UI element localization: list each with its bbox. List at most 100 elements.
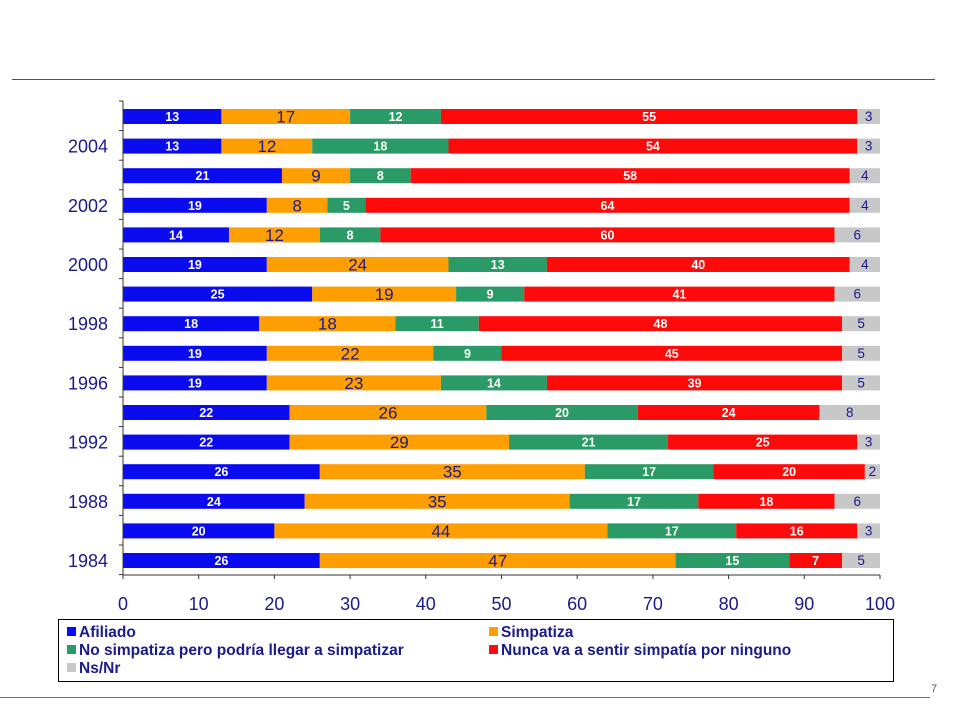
data-label-simpatiza: 24 (348, 256, 367, 275)
bar-segment-nsnr (842, 345, 880, 361)
bottom-rule (0, 697, 930, 698)
data-label-nsnr: 6 (854, 287, 862, 302)
bar-segment-simpatiza (319, 553, 676, 568)
bar-segment-simpatiza (228, 227, 320, 243)
data-label-no-simpatiza: 17 (627, 495, 641, 509)
data-label-afiliado: 24 (207, 495, 221, 509)
bar-segment-nsnr (834, 493, 880, 509)
bar-segment-afiliado (123, 464, 320, 480)
bar-segment-afiliado (123, 227, 229, 243)
bar-segment-nsnr (849, 257, 880, 272)
data-label-no-simpatiza: 14 (487, 376, 501, 390)
bar-segment-nsnr (819, 405, 880, 420)
legend-swatch-no-simpatiza (67, 645, 76, 654)
y-tick-label: 1992 (68, 433, 108, 453)
legend-label-nsnr: Ns/Nr (79, 660, 121, 677)
bar-segment-no-simpatiza (350, 168, 411, 184)
bar-segment-simpatiza (221, 109, 351, 124)
bar-segment-no-simpatiza (319, 227, 381, 243)
bar-segment-nunca (501, 345, 843, 361)
data-label-afiliado: 21 (196, 169, 210, 183)
bar-segment-nsnr (842, 375, 880, 391)
data-label-nsnr: 5 (857, 553, 865, 568)
bar-segment-nsnr (857, 523, 880, 539)
legend: Afiliado Simpatiza No simpatiza pero pod… (58, 619, 894, 682)
data-label-simpatiza: 35 (428, 492, 447, 511)
data-label-nunca: 7 (812, 554, 819, 568)
data-label-afiliado: 22 (199, 406, 213, 420)
data-label-nsnr: 5 (857, 316, 865, 331)
data-label-no-simpatiza: 15 (725, 554, 739, 568)
data-label-nunca: 20 (782, 465, 796, 479)
bar-segment-nunca (698, 493, 835, 509)
bar-segment-simpatiza (266, 257, 449, 272)
data-label-nsnr: 3 (865, 435, 873, 450)
bar-segment-no-simpatiza (486, 405, 638, 420)
data-label-afiliado: 13 (165, 140, 179, 154)
bar-segment-nunca (410, 168, 850, 184)
data-label-simpatiza: 8 (292, 196, 301, 215)
data-label-simpatiza: 18 (318, 315, 337, 334)
data-label-nsnr: 3 (865, 109, 873, 124)
bar-segment-simpatiza (312, 286, 457, 302)
bar-segment-afiliado (123, 405, 290, 420)
legend-label-nunca: Nunca va a sentir simpatía por ninguno (501, 642, 792, 659)
bar-segment-nunca (524, 286, 835, 302)
data-label-afiliado: 26 (214, 554, 228, 568)
data-label-afiliado: 26 (214, 465, 228, 479)
bar-segment-no-simpatiza (675, 553, 790, 568)
legend-swatch-nsnr (67, 663, 76, 672)
data-label-no-simpatiza: 11 (431, 317, 444, 331)
data-label-simpatiza: 19 (375, 285, 394, 304)
data-label-nsnr: 4 (861, 198, 869, 213)
data-label-nunca: 25 (756, 436, 770, 450)
bar-segment-simpatiza (259, 316, 396, 332)
bar-segment-no-simpatiza (440, 375, 547, 391)
bar-segment-afiliado (123, 257, 267, 272)
bar-segment-afiliado (123, 553, 320, 568)
legend-label-simpatiza: Simpatiza (501, 624, 574, 641)
bar-segment-nsnr (857, 434, 880, 450)
bar-segment-nunca (789, 553, 843, 568)
data-label-afiliado: 19 (188, 347, 202, 361)
bar-segment-nunca (440, 109, 858, 124)
data-label-no-simpatiza: 9 (487, 288, 494, 302)
bar-segment-nsnr (857, 138, 880, 154)
bar-segment-nsnr (842, 316, 880, 332)
legend-item-no-simpatiza: No simpatiza pero podría llegar a simpat… (67, 642, 404, 659)
data-label-no-simpatiza: 8 (377, 169, 384, 183)
bar-segment-nunca (668, 434, 858, 450)
data-label-simpatiza: 12 (265, 226, 284, 245)
data-label-simpatiza: 23 (344, 374, 363, 393)
bar-segment-nunca (380, 227, 835, 243)
bar-segment-no-simpatiza (456, 286, 525, 302)
bar-segment-simpatiza (266, 345, 434, 361)
data-label-afiliado: 19 (188, 258, 202, 272)
bar-segment-nunca (713, 464, 865, 480)
x-tick-label: 20 (264, 594, 284, 614)
data-label-simpatiza: 22 (341, 344, 360, 363)
bar-segment-afiliado (123, 375, 267, 391)
data-label-no-simpatiza: 18 (373, 140, 387, 154)
data-label-simpatiza: 26 (378, 404, 397, 423)
data-label-afiliado: 18 (184, 317, 198, 331)
data-label-nsnr: 8 (846, 405, 854, 420)
x-tick-label: 30 (340, 594, 360, 614)
bar-segment-no-simpatiza (509, 434, 669, 450)
legend-label-afiliado: Afiliado (79, 624, 136, 641)
data-label-afiliado: 14 (169, 228, 183, 242)
data-label-nsnr: 4 (861, 168, 869, 183)
data-label-nunca: 54 (646, 140, 660, 154)
bar-segment-simpatiza (266, 197, 328, 213)
data-label-afiliado: 19 (188, 199, 202, 213)
data-label-no-simpatiza: 21 (582, 436, 596, 450)
bar-segment-afiliado (123, 109, 222, 124)
bar-segment-afiliado (123, 286, 313, 302)
data-label-nsnr: 6 (854, 227, 862, 242)
legend-item-nunca: Nunca va a sentir simpatía por ninguno (489, 642, 791, 659)
bar-segment-afiliado (123, 523, 275, 539)
bar-segment-simpatiza (221, 138, 313, 154)
data-label-afiliado: 20 (192, 524, 206, 538)
data-label-simpatiza: 44 (431, 522, 450, 541)
